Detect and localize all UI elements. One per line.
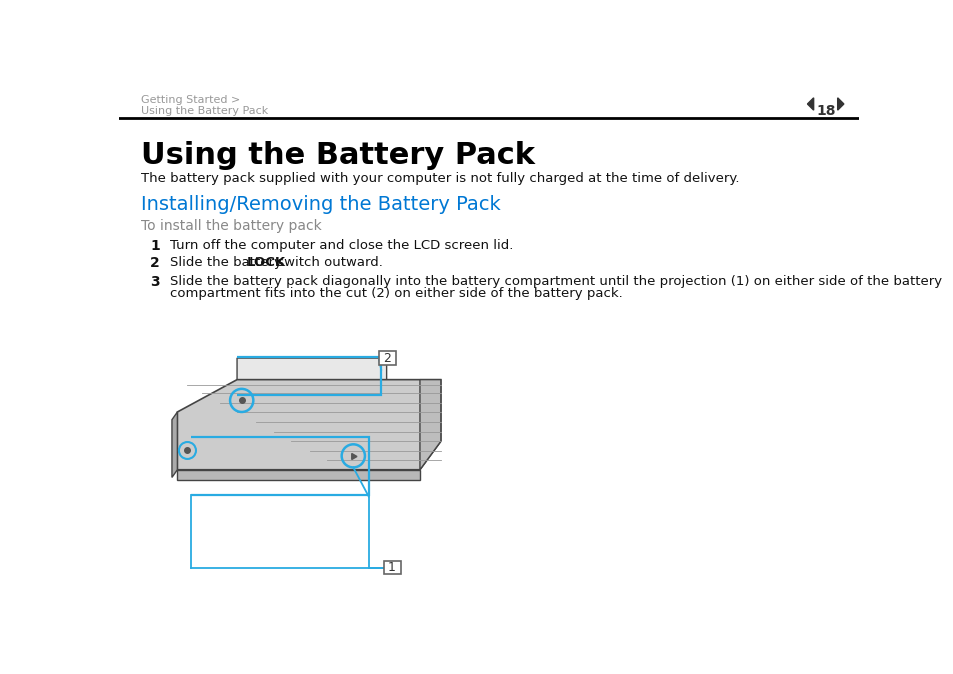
Text: To install the battery pack: To install the battery pack (141, 220, 321, 233)
Text: 2: 2 (150, 256, 160, 270)
Text: switch outward.: switch outward. (274, 256, 383, 270)
Text: Slide the battery: Slide the battery (170, 256, 286, 270)
Text: 18: 18 (816, 104, 835, 118)
Polygon shape (837, 98, 843, 110)
Text: Using the Battery Pack: Using the Battery Pack (141, 141, 535, 170)
Text: Turn off the computer and close the LCD screen lid.: Turn off the computer and close the LCD … (170, 239, 513, 251)
Text: compartment fits into the cut (2) on either side of the battery pack.: compartment fits into the cut (2) on eit… (170, 287, 621, 300)
Polygon shape (177, 379, 440, 470)
Text: Using the Battery Pack: Using the Battery Pack (141, 106, 268, 115)
Text: Slide the battery pack diagonally into the battery compartment until the project: Slide the battery pack diagonally into t… (170, 275, 941, 288)
Text: Installing/Removing the Battery Pack: Installing/Removing the Battery Pack (141, 195, 500, 214)
Polygon shape (419, 379, 440, 470)
Text: 2: 2 (383, 352, 391, 365)
FancyBboxPatch shape (383, 561, 400, 574)
Text: LOCK: LOCK (247, 256, 286, 270)
Polygon shape (806, 98, 813, 110)
Text: 1: 1 (388, 561, 395, 574)
Text: Getting Started >: Getting Started > (141, 95, 240, 104)
Text: 1: 1 (150, 239, 160, 253)
Text: The battery pack supplied with your computer is not fully charged at the time of: The battery pack supplied with your comp… (141, 172, 739, 185)
FancyBboxPatch shape (378, 351, 395, 365)
Text: 3: 3 (150, 275, 160, 289)
Polygon shape (236, 358, 386, 395)
Polygon shape (172, 412, 177, 477)
Polygon shape (177, 470, 419, 480)
